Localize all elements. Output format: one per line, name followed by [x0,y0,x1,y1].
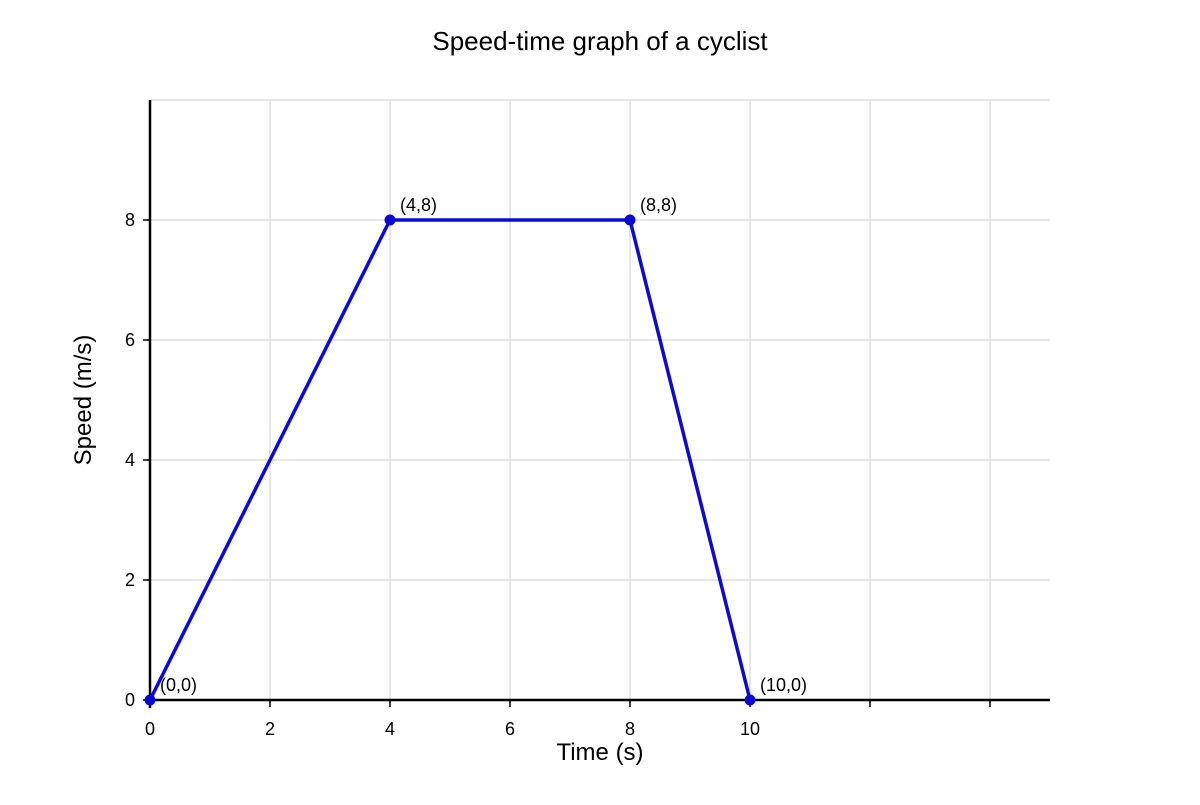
y-tick-label: 2 [125,570,135,590]
data-point [624,214,636,226]
x-axis-label: Time (s) [556,739,643,766]
x-tick-label: 8 [625,719,635,739]
data-point [744,694,756,706]
y-tick-label: 6 [125,330,135,350]
x-tick-label: 10 [740,719,760,739]
grid [150,99,1050,700]
y-axis-label: Speed (m/s) [70,335,97,466]
x-tick-label: 0 [145,719,155,739]
point-annotation: (10,0) [760,675,807,695]
x-tick-label: 4 [385,719,395,739]
series [144,214,756,706]
axes: 0 2 4 6 8 10 0 2 4 6 8 [125,100,1050,739]
chart-title: Speed-time graph of a cyclist [432,26,768,56]
x-tick-label: 6 [505,719,515,739]
data-point [144,694,156,706]
labels: (0,0) (4,8) (8,8) (10,0) [160,195,807,695]
y-tick-label: 8 [125,210,135,230]
series-line [148,218,752,702]
y-tick-label: 0 [125,690,135,710]
point-annotation: (0,0) [160,675,197,695]
point-annotation: (4,8) [400,195,437,215]
point-annotation: (8,8) [640,195,677,215]
data-point [384,214,396,226]
y-tick-label: 4 [125,450,135,470]
x-tick-label: 2 [265,719,275,739]
